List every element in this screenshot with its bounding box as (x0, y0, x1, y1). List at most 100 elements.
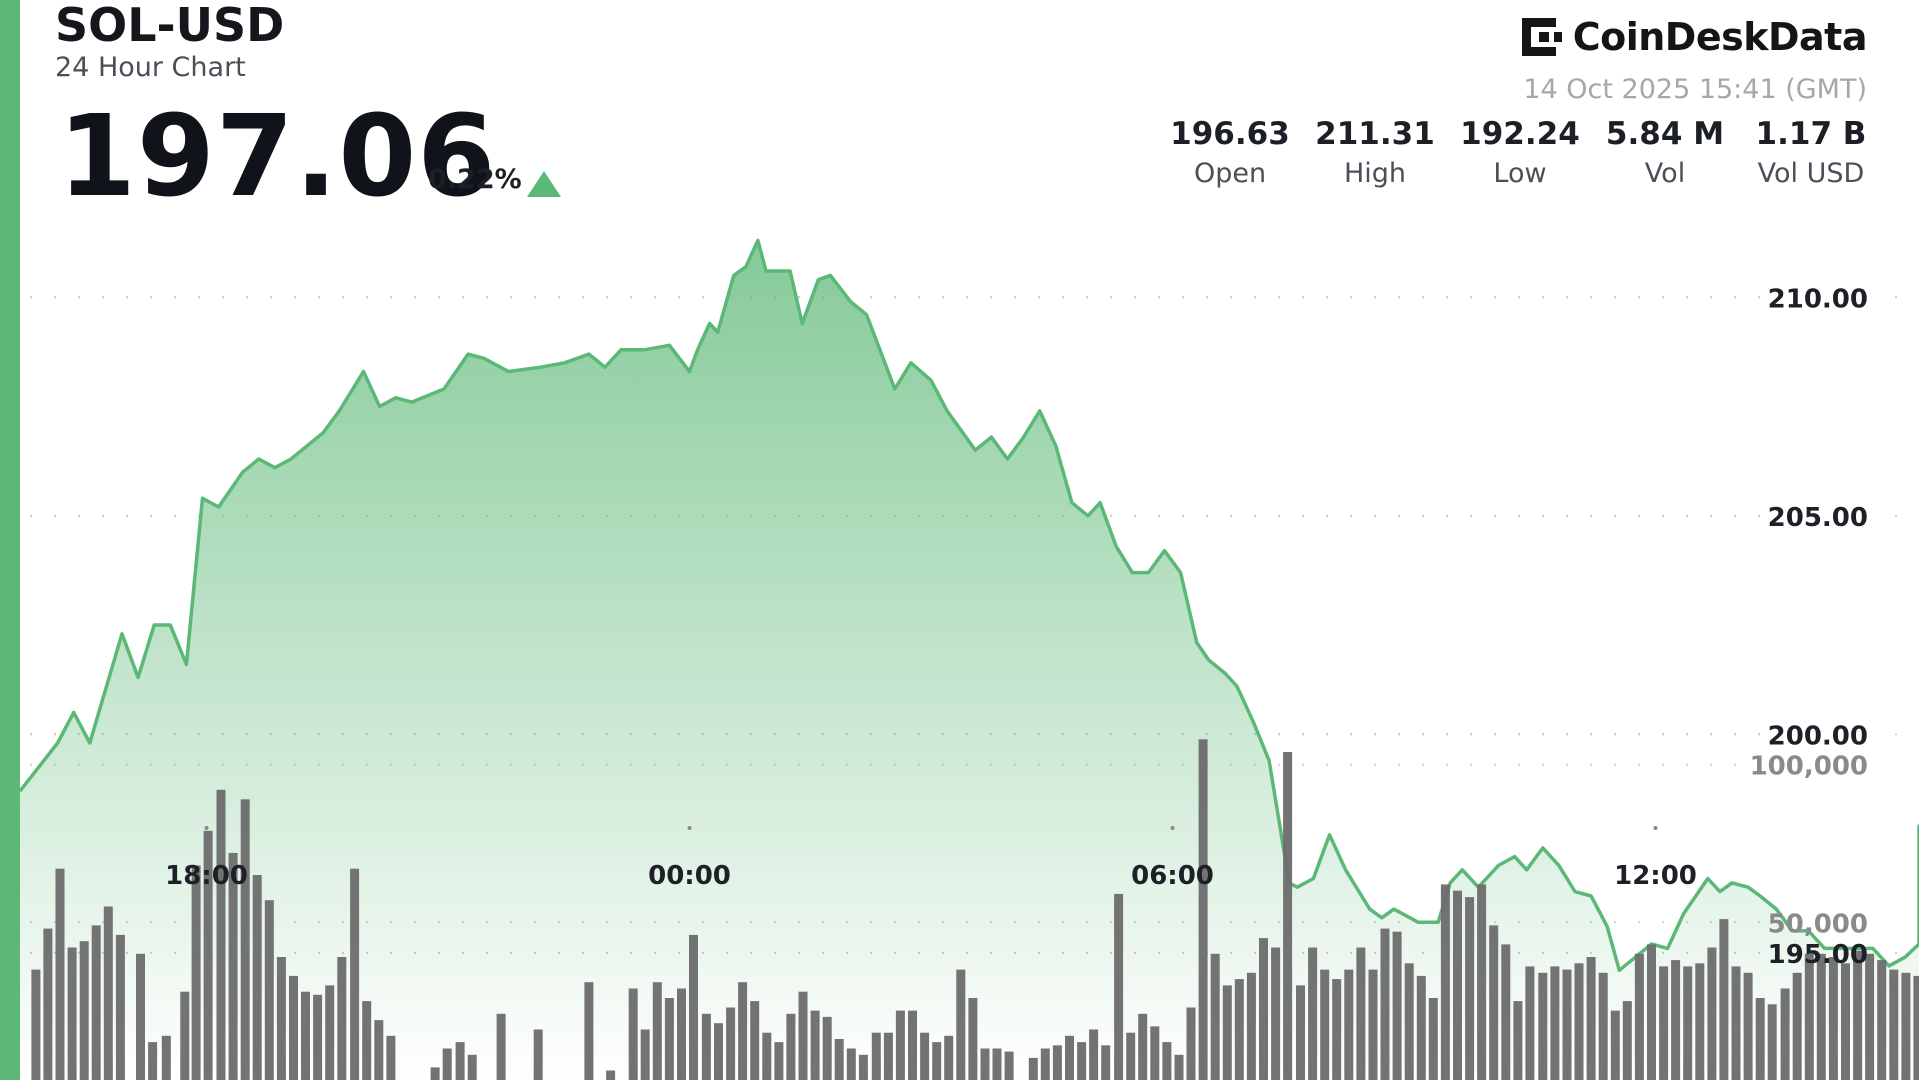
volume-bar (1538, 972, 1548, 1080)
volume-bar (1186, 1007, 1196, 1080)
pair-title: SOL-USD (55, 0, 285, 52)
volume-bar (883, 1032, 893, 1080)
volume-bar (1392, 931, 1402, 1080)
volume-bar (920, 1032, 930, 1080)
volume-bar (1586, 957, 1596, 1080)
volume-bar (203, 830, 213, 1080)
time-tick-label: 06:00 (1131, 861, 1214, 891)
volume-bar (362, 1001, 372, 1080)
volume-bar (1562, 969, 1572, 1080)
volume-bar (738, 982, 748, 1080)
volume-bar (313, 994, 323, 1080)
volume-bar (628, 988, 638, 1080)
price-tick-label: 195.00 (1768, 940, 1868, 970)
chart-subtitle: 24 Hour Chart (55, 52, 246, 83)
brand-name: CoinDeskData (1572, 15, 1868, 59)
stat-label: Vol USD (1757, 158, 1865, 189)
price-change: 0.22% (428, 164, 522, 195)
time-tick-dot (1170, 826, 1175, 830)
volume-bar (1246, 972, 1256, 1080)
stat-vol: 5.84 M Vol (1590, 116, 1740, 189)
volume-bar (956, 969, 966, 1080)
price-tick-label: 205.00 (1768, 503, 1868, 533)
volume-bar (1332, 979, 1342, 1080)
stat-label: Open (1193, 158, 1267, 189)
volume-bar (1052, 1045, 1062, 1080)
volume-bar (1404, 963, 1414, 1080)
volume-bar (1889, 969, 1899, 1080)
volume-bar (1877, 960, 1887, 1080)
volume-bar (1865, 953, 1875, 1080)
volume-bar (1114, 893, 1124, 1080)
volume-bar (689, 934, 698, 1080)
volume-bar (980, 1048, 990, 1080)
volume-bar (1489, 925, 1499, 1080)
volume-bar (1174, 1054, 1184, 1080)
volume-bar (858, 1054, 868, 1080)
volume-bar (944, 1035, 954, 1080)
volume-bar (1913, 975, 1919, 1080)
volume-bar (1150, 1026, 1160, 1080)
volume-bar (180, 991, 190, 1080)
volume-bar (1040, 1048, 1050, 1080)
volume-bar (264, 900, 274, 1080)
stat-value: 196.63 (1170, 116, 1290, 152)
area-layer (18, 238, 1919, 1080)
volume-bar (276, 957, 286, 1080)
volume-bar (455, 1042, 465, 1080)
volume-bar (932, 1042, 942, 1080)
volume-bar (1598, 972, 1608, 1080)
stat-label: Low (1493, 158, 1547, 189)
stat-high: 211.31 High (1300, 116, 1450, 189)
volume-bar (1695, 963, 1705, 1080)
volume-bar (1804, 953, 1814, 1080)
stat-open: 196.63 Open (1155, 116, 1305, 189)
volume-bar (1138, 1013, 1148, 1080)
volume-bar (216, 789, 226, 1080)
volume-bar (337, 957, 347, 1080)
volume-bar (1428, 998, 1438, 1080)
volume-bar (1210, 953, 1220, 1080)
volume-bar (1077, 1042, 1087, 1080)
volume-bar (1574, 963, 1584, 1080)
volume-bar (55, 868, 65, 1080)
volume-bar (1622, 1001, 1632, 1080)
volume-bar (1271, 947, 1281, 1080)
volume-bar (1089, 1029, 1099, 1080)
volume-bar (1028, 1057, 1038, 1080)
volume-bar (1659, 966, 1669, 1080)
time-tick-dot (687, 826, 692, 830)
volume-bar (533, 1029, 543, 1080)
volume-bar (846, 1048, 856, 1080)
volume-bar (1647, 944, 1656, 1080)
volume-bar (115, 934, 125, 1080)
volume-bar (1755, 998, 1765, 1080)
volume-bar (148, 1042, 158, 1080)
volume-bar (908, 1010, 917, 1080)
volume-bar (1610, 1010, 1620, 1080)
volume-bar (1671, 960, 1681, 1080)
volume-bar (714, 1023, 723, 1080)
volume-bar (191, 865, 201, 1080)
volume-bar (467, 1054, 477, 1080)
volume-bar (1743, 972, 1753, 1080)
volume-bar (31, 969, 41, 1080)
volume-bar (606, 1070, 616, 1080)
current-price: 197.06 (58, 92, 497, 222)
volume-bar (442, 1048, 452, 1080)
volume-bar (350, 868, 360, 1080)
volume-bar (1731, 966, 1741, 1080)
volume-bar (968, 998, 978, 1080)
stat-label: High (1343, 158, 1407, 189)
price-line (18, 238, 1919, 973)
volume-bar (1453, 890, 1462, 1080)
volume-bar (640, 1029, 650, 1080)
stat-value: 192.24 (1460, 116, 1580, 152)
volume-bar (1816, 953, 1826, 1080)
volume-layer (31, 739, 1919, 1080)
timestamp: 14 Oct 2025 15:41 (GMT) (1523, 74, 1867, 105)
volume-bar (1841, 963, 1850, 1080)
volume-bar (762, 1032, 772, 1080)
volume-bar (1440, 884, 1450, 1080)
